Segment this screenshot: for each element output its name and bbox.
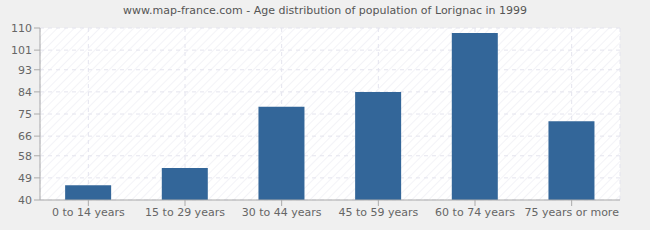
svg-text:15 to 29 years: 15 to 29 years: [145, 206, 225, 219]
svg-text:40: 40: [18, 194, 32, 207]
svg-text:66: 66: [18, 130, 32, 143]
svg-text:84: 84: [18, 86, 32, 99]
svg-text:110: 110: [11, 22, 32, 35]
svg-text:101: 101: [11, 44, 32, 57]
svg-text:49: 49: [18, 172, 32, 185]
svg-text:30 to 44 years: 30 to 44 years: [242, 206, 322, 219]
svg-text:58: 58: [18, 150, 32, 163]
svg-text:93: 93: [18, 64, 32, 77]
svg-text:0 to 14 years: 0 to 14 years: [52, 206, 125, 219]
svg-text:60 to 74 years: 60 to 74 years: [435, 206, 515, 219]
svg-text:75: 75: [18, 108, 32, 121]
html-text:www.map-france.com - Age distr: www.map-france.com - Age distribution of…: [123, 4, 527, 17]
svg-text:45 to 59 years: 45 to 59 years: [338, 206, 418, 219]
svg-text:75 years or more: 75 years or more: [524, 206, 619, 219]
